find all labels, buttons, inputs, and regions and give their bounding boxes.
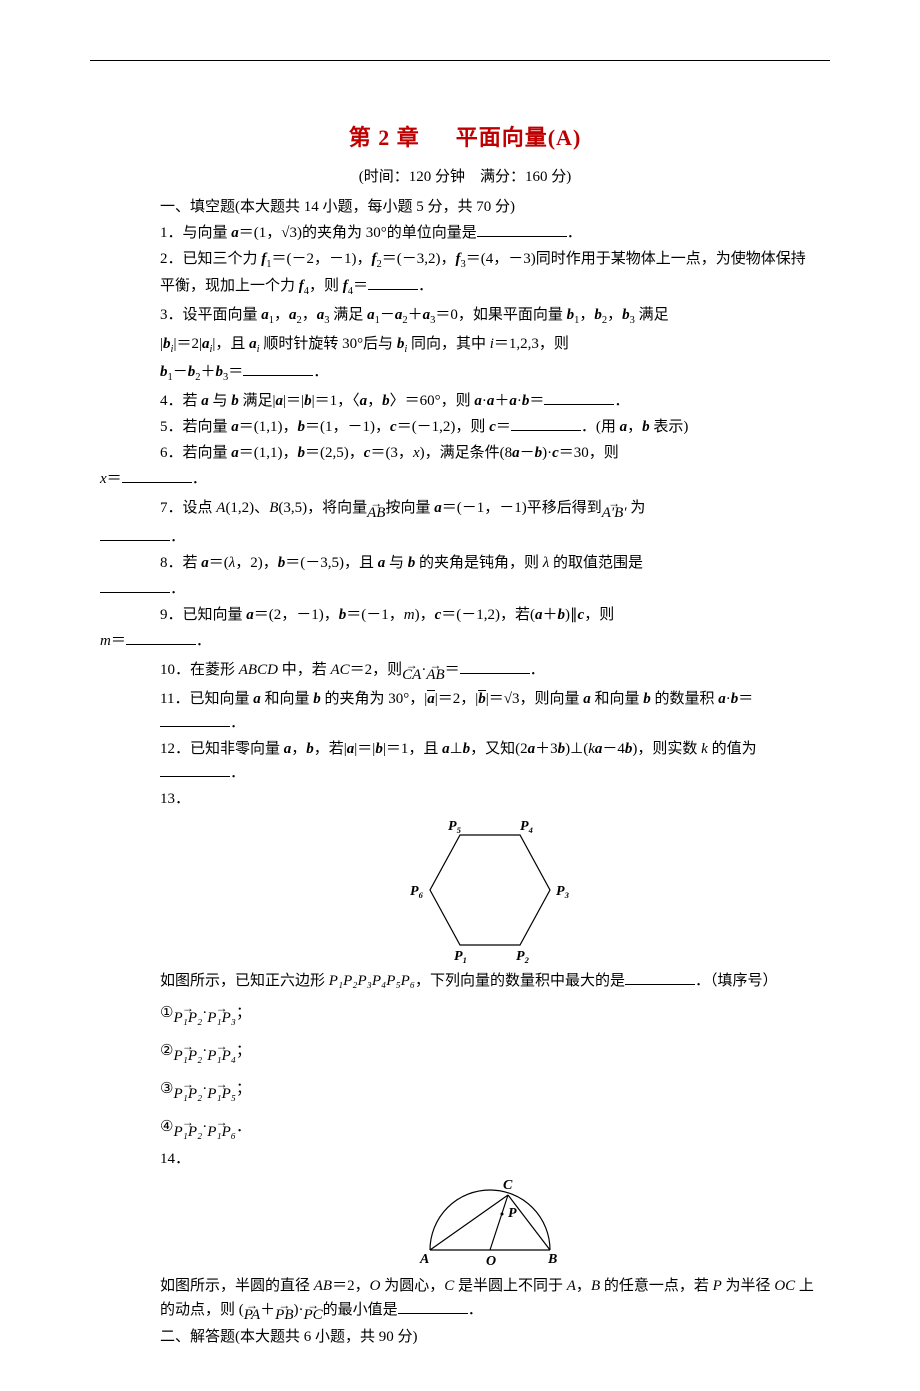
section-2-heading: 二、解答题(本大题共 6 小题，共 90 分)	[160, 1325, 820, 1349]
question-9-line2: m＝．	[100, 629, 820, 653]
question-13-text: 如图所示，已知正六边形 P₁P₂P₃P₄P₅P₆，下列向量的数量积中最大的是．（…	[160, 969, 820, 993]
blank	[625, 969, 695, 985]
svg-text:B: B	[547, 1252, 557, 1267]
svg-text:P: P	[508, 1206, 517, 1221]
hex-label-p2: P₂	[516, 949, 530, 964]
hex-label-p1: P₁	[454, 949, 467, 964]
svg-text:C: C	[503, 1178, 513, 1193]
question-14-label: 14．	[160, 1147, 820, 1171]
hexagon-figure: P₁ P₂ P₃ P₄ P₅ P₆	[160, 815, 820, 965]
blank	[460, 658, 530, 674]
hex-label-p3: P₃	[556, 884, 570, 899]
question-6-line2: x＝．	[100, 467, 820, 491]
option-4: ④→P₁P₂·→P₁P₆．	[160, 1109, 820, 1145]
svg-text:A: A	[419, 1252, 429, 1267]
question-6: 6．若向量 a＝(1,1)，b＝(2,5)，c＝(3，x)，满足条件(8a－b)…	[160, 441, 820, 465]
hex-label-p4: P₄	[520, 819, 534, 834]
option-2: ②→P₁P₂·→P₁P₄；	[160, 1033, 820, 1069]
question-4: 4．若 a 与 b 满足|a|＝|b|＝1，〈a，b〉＝60°，则 a·a＋a·…	[160, 389, 820, 413]
question-10: 10．在菱形 ABCD 中，若 AC＝2，则→CA·→AB＝．	[160, 655, 820, 685]
blank	[511, 415, 581, 431]
question-13-label: 13．	[160, 787, 820, 811]
subtitle: (时间：120 分钟 满分：160 分)	[100, 165, 830, 189]
blank	[126, 629, 196, 645]
section-1-heading: 一、填空题(本大题共 14 小题，每小题 5 分，共 70 分)	[160, 195, 820, 219]
question-9: 9．已知向量 a＝(2，－1)，b＝(－1，m)，c＝(－1,2)，若(a＋b)…	[160, 603, 820, 627]
question-3: 3．设平面向量 a1，a2，a3 满足 a1－a2＋a3＝0，如果平面向量 b1…	[160, 303, 820, 330]
question-12: 12．已知非零向量 a，b，若|a|＝|b|＝1，且 a⊥b，又知(2a＋3b)…	[160, 737, 820, 785]
question-3-line3: b1－b2＋b3＝．	[160, 360, 820, 387]
title-main: 平面向量(A)	[456, 125, 582, 150]
question-14-text: 如图所示，半圆的直径 AB＝2，O 为圆心，C 是半圆上不同于 A，B 的任意一…	[160, 1274, 820, 1323]
question-5: 5．若向量 a＝(1,1)，b＝(1，－1)，c＝(－1,2)，则 c＝．(用 …	[160, 415, 820, 439]
question-8: 8．若 a＝(λ，2)，b＝(－3,5)，且 a 与 b 的夹角是钝角，则 λ …	[160, 551, 820, 575]
option-1: ①→P₁P₂·→P₁P₃；	[160, 995, 820, 1031]
question-1: 1．与向量 a＝(1，√3)的夹角为 30°的单位向量是．	[160, 221, 820, 245]
question-7: 7．设点 A(1,2)、B(3,5)，将向量→AB按向量 a＝(－1，－1)平移…	[160, 493, 820, 523]
page-title: 第 2 章 平面向量(A)	[100, 120, 830, 155]
hex-label-p6: P₆	[410, 884, 424, 899]
blank	[160, 761, 230, 777]
question-8-blank: ．	[100, 577, 820, 601]
blank	[398, 1298, 468, 1314]
blank	[243, 360, 313, 376]
question-3-line2: |bi|＝2|ai|，且 ai 顺时针旋转 30°后与 bi 同向，其中 i＝1…	[160, 332, 820, 359]
semicircle-figure: A B O C P	[160, 1175, 820, 1270]
blank	[544, 389, 614, 405]
blank	[100, 525, 170, 541]
question-11: 11．已知向量 a 和向量 b 的夹角为 30°，|a|＝2，|b|＝√3，则向…	[160, 687, 820, 735]
blank	[100, 577, 170, 593]
question-2: 2．已知三个力 f1＝(－2，－1)，f2＝(－3,2)，f3＝(4，－3)同时…	[160, 247, 820, 301]
blank	[477, 221, 567, 237]
hex-label-p5: P₅	[448, 819, 462, 834]
blank	[368, 274, 418, 290]
svg-text:O: O	[486, 1254, 496, 1269]
question-7-blank: ．	[100, 525, 820, 549]
option-3: ③→P₁P₂·→P₁P₅；	[160, 1071, 820, 1107]
title-prefix: 第 2 章	[349, 125, 420, 150]
blank	[122, 467, 192, 483]
blank	[160, 711, 230, 727]
